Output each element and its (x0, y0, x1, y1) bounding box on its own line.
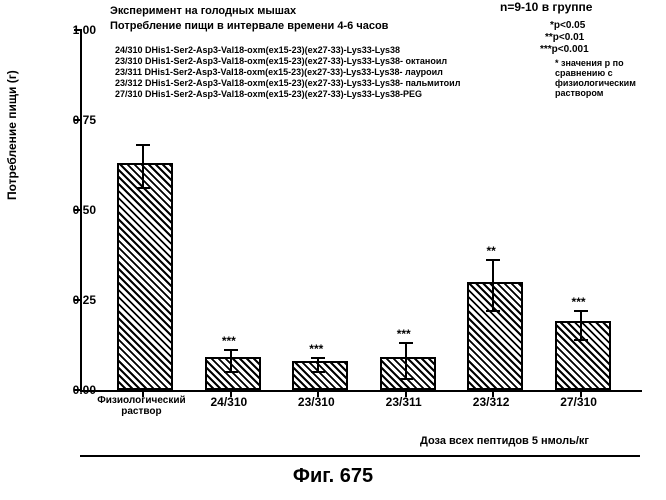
x-label: 23/310 (286, 395, 346, 409)
y-tick-label: 0.25 (73, 293, 96, 307)
caption-rule (80, 455, 640, 457)
x-label: 23/312 (461, 395, 521, 409)
error-cap (224, 349, 238, 351)
error-bar (492, 260, 494, 310)
figure-label: Фиг. 675 (0, 465, 666, 488)
bar (380, 357, 436, 390)
bar (117, 163, 173, 390)
bar (292, 361, 348, 390)
error-cap (574, 310, 588, 312)
error-cap (311, 371, 325, 373)
n-text: n=9-10 в группе (500, 0, 592, 14)
y-tick-label: 0.50 (73, 203, 96, 217)
significance-marker: *** (572, 295, 586, 309)
significance-marker: *** (397, 327, 411, 341)
error-cap (224, 371, 238, 373)
bar (467, 282, 523, 390)
error-bar (317, 358, 319, 372)
y-axis-label: Потребление пищи (г) (5, 70, 19, 200)
error-bar (230, 350, 232, 372)
error-cap (486, 310, 500, 312)
dose-text: Доза всех пептидов 5 нмоль/кг (420, 435, 589, 447)
title-line1: Эксперимент на голодных мышах (110, 5, 296, 17)
x-label: Физиологическийраствор (91, 395, 191, 417)
chart-plot (80, 30, 642, 392)
figure-container: Эксперимент на голодных мышах Потреблени… (0, 0, 666, 500)
error-bar (580, 311, 582, 340)
bar (555, 321, 611, 390)
error-cap (574, 339, 588, 341)
x-label: 24/310 (199, 395, 259, 409)
bar (205, 357, 261, 390)
error-cap (136, 144, 150, 146)
error-cap (486, 259, 500, 261)
error-cap (399, 378, 413, 380)
error-bar (142, 145, 144, 188)
x-label: 27/310 (549, 395, 609, 409)
significance-marker: *** (222, 334, 236, 348)
x-label: 23/311 (374, 395, 434, 409)
y-tick-label: 1.00 (73, 23, 96, 37)
error-cap (399, 342, 413, 344)
error-bar (405, 343, 407, 379)
y-tick-label: 0.75 (73, 113, 96, 127)
significance-marker: ** (486, 244, 495, 258)
error-cap (311, 357, 325, 359)
error-cap (136, 187, 150, 189)
significance-marker: *** (309, 342, 323, 356)
